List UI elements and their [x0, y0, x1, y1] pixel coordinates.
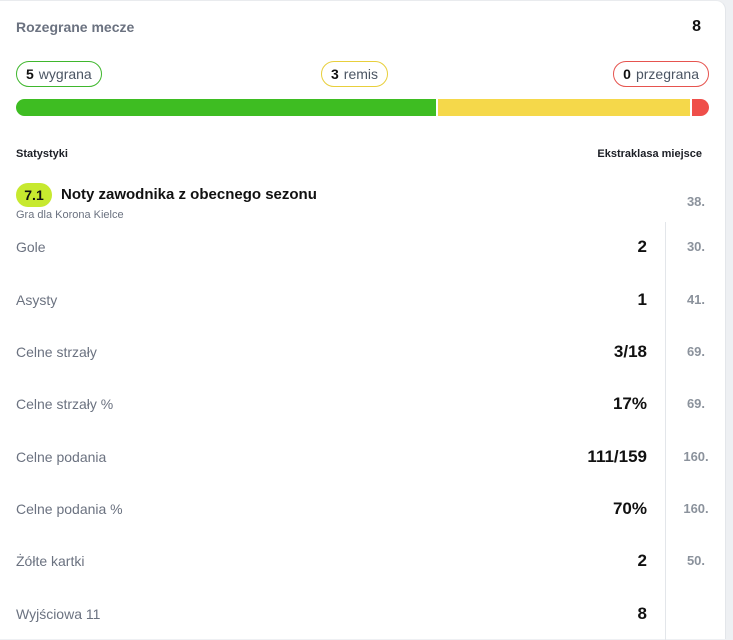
results-bar — [16, 99, 709, 116]
stat-league-rank: 69. — [686, 396, 706, 411]
stat-league-rank: 160. — [683, 449, 709, 464]
stat-label: Celne strzały — [16, 344, 97, 360]
stat-label: Żółte kartki — [16, 553, 85, 569]
results-bar-wins — [16, 99, 436, 116]
stat-league-rank: 41. — [686, 292, 706, 307]
stat-label: Celne strzały % — [16, 396, 114, 412]
stat-row-goals: Gole 2 30. — [0, 236, 726, 260]
matches-played-row: Rozegrane mecze 8 — [16, 17, 701, 37]
wins-label: wygrana — [38, 66, 92, 82]
stat-row-shots-on-target: Celne strzały 3/18 69. — [0, 341, 726, 365]
stat-league-rank: 50. — [686, 553, 706, 568]
stat-row-assists: Asysty 1 41. — [0, 289, 726, 313]
stat-row-accurate-passes: Celne podania 111/159 160. — [0, 446, 726, 470]
losses-count: 0 — [623, 66, 631, 82]
stat-value: 2 — [637, 237, 647, 256]
stat-row-starting-eleven: Wyjściowa 11 8 — [0, 603, 726, 627]
stat-row-accurate-passes-pct: Celne podania % 70% 160. — [0, 498, 726, 522]
stat-value: 17% — [612, 394, 647, 413]
draws-badge: 3 remis — [321, 61, 389, 87]
stat-label: Asysty — [16, 292, 58, 308]
stat-label: Gole — [16, 239, 46, 255]
wins-count: 5 — [26, 66, 34, 82]
stat-league-rank: 69. — [686, 344, 706, 359]
stat-label: Wyjściowa 11 — [16, 606, 101, 622]
stat-label: Celne podania % — [16, 501, 123, 517]
stat-row-shots-on-target-pct: Celne strzały % 17% 69. — [0, 393, 726, 417]
stat-league-rank: 30. — [686, 239, 706, 254]
stat-label: Celne podania — [16, 449, 107, 465]
rank-column-divider — [665, 222, 666, 640]
stat-league-rank: 160. — [683, 501, 709, 516]
results-bar-losses — [692, 99, 709, 116]
stat-value: 8 — [637, 604, 647, 623]
wins-badge: 5 wygrana — [16, 61, 102, 87]
draws-label: remis — [343, 66, 379, 82]
rating-subtitle: Gra dla Korona Kielce — [16, 209, 124, 221]
results-bar-draws — [438, 99, 690, 116]
stat-value: 2 — [637, 551, 647, 570]
losses-label: przegrana — [635, 66, 699, 82]
stat-value: 111/159 — [587, 447, 647, 466]
rating-badge: 7.1 — [16, 183, 52, 207]
stat-value: 70% — [612, 499, 647, 518]
stat-value: 1 — [637, 290, 647, 309]
stats-header: Statystyki — [16, 148, 68, 160]
matches-played-label: Rozegrane mecze — [16, 19, 135, 35]
rating-league-rank: 38. — [686, 194, 706, 209]
league-rank-header: Ekstraklasa miejsce — [597, 148, 702, 160]
matches-played-value: 8 — [692, 18, 701, 35]
draws-count: 3 — [331, 66, 339, 82]
stat-value: 3/18 — [613, 342, 647, 361]
stat-row-yellow-cards: Żółte kartki 2 50. — [0, 550, 726, 574]
losses-badge: 0 przegrana — [613, 61, 709, 87]
rating-title: Noty zawodnika z obecnego sezonu — [61, 186, 317, 203]
